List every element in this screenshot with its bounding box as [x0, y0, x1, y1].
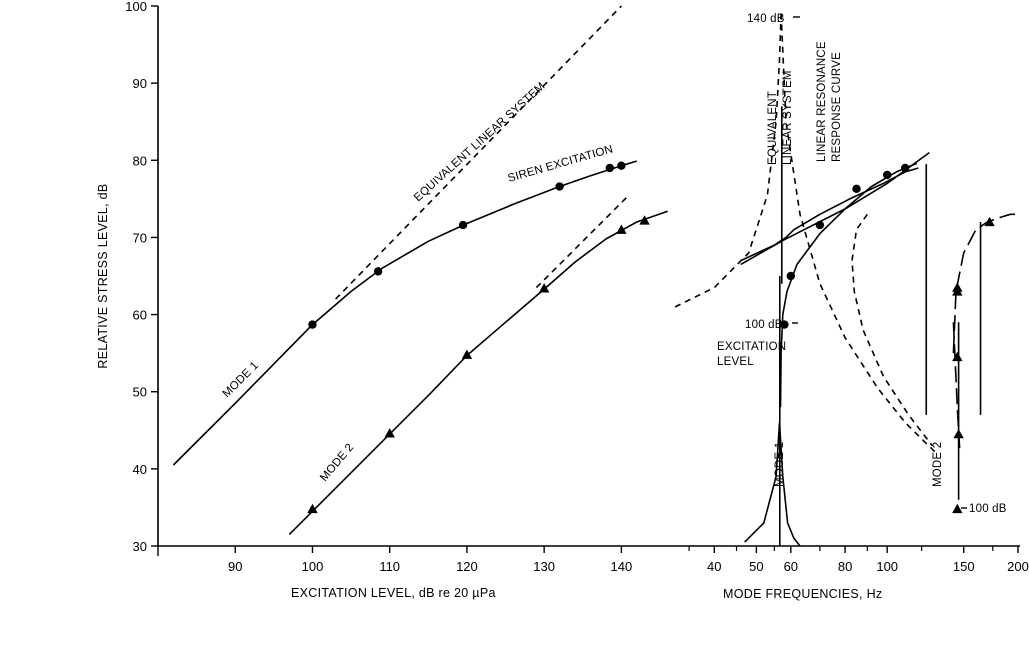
excitation-level-label-1: EXCITATION: [717, 341, 786, 353]
marker-frequency-mode1-0: [780, 320, 789, 329]
curve-excitation-mode1_linear: [335, 5, 622, 300]
curves-frequency-panel: [674, 13, 1018, 547]
x-tick-label-excitation-100: 100: [302, 559, 324, 574]
x-tick-label-excitation-130: 130: [533, 559, 555, 574]
y-tick-label-100: 100: [125, 0, 147, 14]
x-tick-label-frequency-40: 40: [707, 559, 721, 574]
mode2-label-right: MODE 2: [932, 442, 944, 487]
curve-frequency-eq_linear_right: [780, 13, 938, 454]
x-tick-label-frequency-100: 100: [876, 559, 898, 574]
linear-resonance-label-2: RESPONSE CURVE: [831, 52, 843, 162]
marker-excitation-mode2-2: [461, 349, 473, 359]
linear-resonance-label-1: LINEAR RESONANCE: [816, 41, 828, 162]
x-axis-title-excitation: EXCITATION LEVEL, dB re 20 µPa: [291, 586, 496, 600]
db100-label: 100 dB: [745, 319, 783, 331]
excitation-level-label-2: LEVEL: [717, 356, 754, 368]
marker-frequency-mode1-2: [815, 220, 825, 230]
y-tick-label-80: 80: [133, 153, 147, 168]
marker-frequency-mode2-3: [952, 503, 963, 514]
x-tick-label-excitation-140: 140: [611, 559, 633, 574]
db140-label: 140 dB: [747, 13, 785, 25]
x-tick-label-excitation-90: 90: [228, 559, 242, 574]
y-tick-label-70: 70: [133, 230, 147, 245]
marker-frequency-mode1-5: [900, 163, 910, 173]
marker-excitation-mode1-3: [555, 182, 564, 191]
marker-excitation-mode1-1: [373, 267, 383, 276]
marker-excitation-mode2-1: [384, 428, 395, 438]
x-tick-label-frequency-80: 80: [838, 559, 852, 574]
mode2-label-left: MODE 2: [318, 442, 356, 484]
curve-frequency-mode1_linear_sweep: [740, 151, 930, 266]
marker-excitation-mode2-0: [307, 503, 318, 514]
curve-frequency-eq_linear_back: [851, 213, 933, 447]
curve-frequency-mode1_response: [779, 162, 918, 408]
x-ticks-excitation: 90 100 110 120 130 140: [157, 546, 633, 574]
curve-frequency-mode1_sweep: [740, 167, 919, 262]
curve-frequency-mode2_upper: [952, 213, 1018, 354]
siren-excitation-label: SIREN EXCITATION: [507, 143, 615, 185]
x-tick-label-excitation-120: 120: [456, 559, 478, 574]
equivalent-linear-label-2: LINEAR SYSTEM: [782, 70, 794, 165]
marker-excitation-mode1-4: [605, 163, 614, 173]
curve-frequency-mode1_peak: [744, 421, 801, 547]
mode1-label-left: MODE 1: [221, 360, 262, 401]
curve-excitation-mode2_linear: [535, 194, 630, 289]
marker-excitation-mode1-5: [617, 161, 626, 170]
curve-excitation-mode1: [172, 160, 638, 466]
y-tick-label-30: 30: [133, 539, 147, 554]
data-markers: [307, 161, 995, 514]
equivalent-linear-system-label: EQUIVALENT LINEAR SYSTEM: [412, 80, 548, 204]
marker-frequency-mode1-3: [852, 184, 861, 194]
curves-excitation-panel: [172, 5, 668, 535]
marker-excitation-mode2-3: [538, 283, 550, 293]
x-ticks-frequency: 40 50 60 80 100 150 200: [688, 546, 1029, 574]
marker-excitation-mode1-0: [308, 320, 317, 329]
marker-frequency-mode2-4: [952, 282, 963, 292]
x-tick-label-frequency-150: 150: [953, 559, 975, 574]
marker-frequency-mode2-5: [984, 216, 995, 227]
mode1-label-right: MODE 1: [774, 442, 786, 487]
marker-frequency-mode2-1: [952, 351, 963, 362]
x-axis-title-frequency: MODE FREQUENCIES, Hz: [723, 587, 883, 601]
db-leader-marks: [792, 16, 967, 509]
marker-excitation-mode2-5: [639, 215, 650, 225]
y-ticks: 30 40 50 60 70 80 90 100: [125, 0, 158, 554]
y-tick-label-60: 60: [133, 308, 147, 323]
x-tick-label-frequency-200: 200: [1007, 559, 1029, 574]
marker-frequency-mode1-4: [882, 170, 892, 180]
marker-frequency-mode2-2: [953, 428, 964, 439]
curve-frequency-eq_linear_left: [674, 13, 782, 308]
equivalent-linear-label-1: EQUIVALENT: [767, 91, 779, 165]
y-axis-title: RELATIVE STRESS LEVEL, dB: [96, 183, 110, 368]
db100-label-low: 100 dB: [969, 503, 1007, 515]
marker-excitation-mode2-4: [616, 224, 627, 234]
x-tick-label-excitation-110: 110: [379, 559, 400, 574]
y-tick-label-40: 40: [133, 462, 147, 477]
x-tick-label-frequency-50: 50: [749, 559, 763, 574]
y-tick-label-50: 50: [133, 385, 147, 400]
axes: [157, 6, 1020, 547]
y-tick-label-90: 90: [133, 76, 147, 91]
marker-frequency-mode1-1: [786, 271, 796, 281]
curve-excitation-mode2: [288, 210, 668, 535]
x-tick-label-frequency-60: 60: [784, 559, 798, 574]
marker-excitation-mode1-2: [458, 220, 468, 230]
